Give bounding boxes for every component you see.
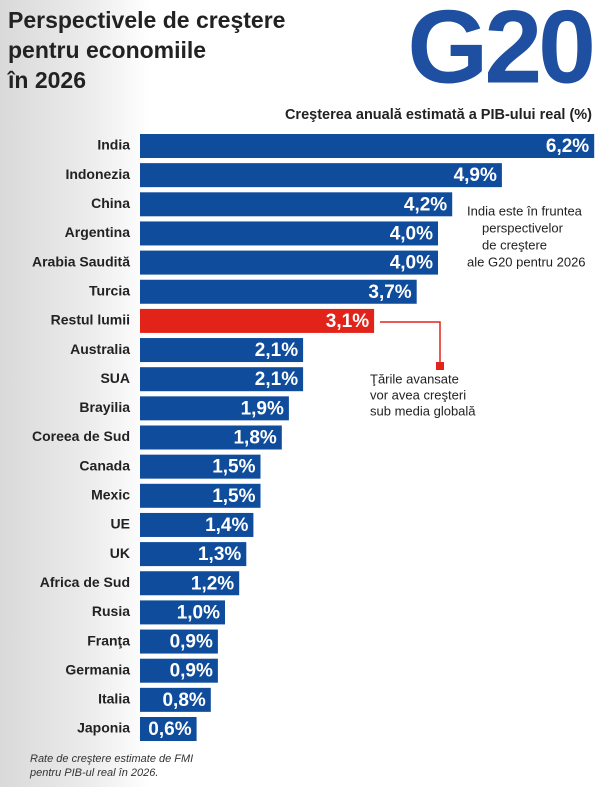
value-label: 1,3% [198, 544, 241, 565]
bar [140, 687, 211, 712]
bar [140, 250, 438, 275]
bar [140, 134, 595, 158]
bar [140, 367, 304, 392]
category-label: Australia [70, 341, 130, 357]
annotation: ale G20 pentru 2026 [467, 254, 586, 269]
value-label: 2,1% [255, 369, 298, 390]
value-label: 1,8% [233, 428, 276, 449]
category-label: Franţa [87, 632, 130, 648]
bar [140, 192, 453, 217]
category-label: Japonia [77, 720, 130, 736]
side-panel [0, 0, 150, 787]
category-label: Argentina [65, 224, 131, 240]
bar [140, 163, 502, 188]
category-label: Mexic [91, 487, 130, 503]
bar [140, 483, 261, 508]
annotation: de creştere [482, 237, 547, 252]
category-label: UK [110, 545, 130, 561]
logo: G20 [407, 0, 592, 105]
category-label: Canada [79, 457, 130, 473]
value-label: 0,6% [148, 719, 191, 740]
annotation: Ţările avansate [370, 371, 459, 386]
category-label: Brayilia [79, 399, 130, 415]
category-label: China [91, 195, 130, 211]
annotation: perspectivelor [482, 220, 564, 235]
bar [140, 658, 218, 683]
category-label: Rusia [92, 603, 130, 619]
bar [140, 600, 225, 625]
connector-dot [436, 362, 444, 370]
bar [140, 717, 197, 741]
value-label: 2,1% [255, 340, 298, 361]
value-label: 1,0% [177, 602, 220, 623]
bar [140, 396, 289, 421]
value-label: 4,0% [390, 253, 433, 274]
bar [140, 454, 261, 479]
annotation: vor avea creşteri [370, 387, 466, 402]
category-label: Italia [98, 691, 130, 707]
value-label: 4,2% [404, 194, 447, 215]
value-label: 0,8% [162, 690, 205, 711]
value-label: 0,9% [170, 632, 213, 653]
category-label: Germania [65, 661, 130, 677]
category-label: SUA [100, 370, 130, 386]
category-label: India [97, 137, 130, 153]
bar [140, 512, 254, 537]
connector [380, 321, 441, 365]
bar [140, 308, 375, 333]
value-label: 1,5% [212, 457, 255, 478]
category-label: Africa de Sud [40, 574, 130, 590]
bar [140, 221, 438, 246]
bar [140, 571, 240, 596]
footnote: Rate de creştere estimate de FMI [30, 753, 193, 765]
category-label: Restul lumii [51, 312, 130, 328]
footnote: pentru PIB-ul real în 2026. [29, 767, 158, 779]
value-label: 1,9% [241, 398, 284, 419]
category-label: Coreea de Sud [32, 428, 130, 444]
bar [140, 338, 304, 363]
value-label: 1,2% [191, 573, 234, 594]
value-label: 1,5% [212, 486, 255, 507]
value-label: 1,4% [205, 515, 248, 536]
bar [140, 629, 218, 654]
value-label: 4,9% [454, 165, 497, 186]
bar [140, 279, 417, 304]
bar [140, 542, 247, 567]
annotation: sub media globală [370, 403, 476, 418]
subtitle: Creşterea anuală estimată a PIB-ului rea… [285, 107, 592, 123]
chart-title: pentru economiile [8, 37, 206, 63]
annotation: India este în fruntea [467, 203, 583, 218]
value-label: 4,0% [390, 223, 433, 244]
value-label: 6,2% [546, 136, 589, 157]
category-label: Turcia [89, 282, 130, 298]
category-label: UE [111, 516, 130, 532]
value-label: 0,9% [170, 661, 213, 682]
bar [140, 425, 282, 450]
chart-title: în 2026 [7, 67, 86, 93]
category-label: Indonezia [65, 166, 130, 182]
category-label: Arabia Saudită [32, 253, 130, 269]
chart-title: Perspectivele de creştere [8, 7, 285, 33]
value-label: 3,7% [368, 282, 411, 303]
value-label: 3,1% [326, 311, 369, 332]
